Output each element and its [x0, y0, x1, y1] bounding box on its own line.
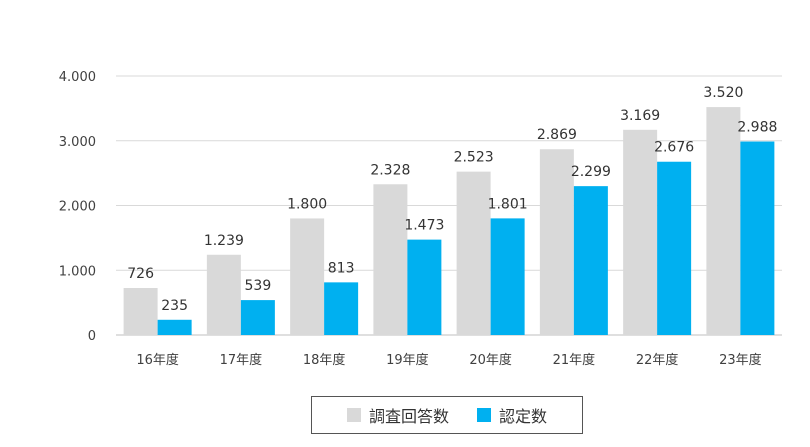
data-label: 3.520	[703, 85, 743, 101]
bar	[123, 287, 158, 335]
x-tick-label: 17年度	[220, 352, 263, 368]
bar	[706, 107, 741, 335]
y-tick-label: 0	[88, 329, 96, 344]
bar	[623, 129, 658, 335]
x-tick-label: 22年度	[636, 352, 679, 368]
y-tick-label: 2.000	[59, 200, 96, 215]
bar	[490, 218, 525, 335]
data-label: 726	[127, 266, 154, 282]
bar	[573, 186, 608, 335]
y-tick-label: 4.000	[59, 70, 96, 85]
data-label: 3.169	[620, 108, 660, 124]
bar	[240, 300, 275, 335]
data-label: 813	[328, 260, 355, 276]
legend-swatch-certified	[477, 408, 491, 422]
data-label: 2.676	[654, 140, 694, 156]
legend-item-survey: 調査回答数	[346, 403, 449, 427]
bar	[740, 141, 775, 335]
legend-label-survey: 調査回答数	[368, 407, 449, 426]
x-tick-label: 19年度	[386, 352, 429, 368]
bar	[657, 161, 692, 335]
data-label: 2.988	[737, 120, 777, 136]
bar	[407, 239, 442, 335]
data-label: 1.800	[287, 196, 327, 212]
data-label: 1.473	[404, 218, 444, 234]
data-label: 1.801	[488, 196, 528, 212]
x-tick-label: 21年度	[553, 352, 596, 368]
bar	[324, 282, 359, 335]
legend-item-certified: 認定数	[477, 403, 547, 427]
x-tick-label: 16年度	[136, 352, 179, 368]
data-label: 1.239	[204, 233, 244, 249]
x-tick-label: 23年度	[719, 352, 762, 368]
x-axis-ticks: 16年度 17年度 18年度 19年度 20年度 21年度 22年度 23年度	[136, 352, 761, 368]
bar	[157, 319, 192, 335]
legend-label-certified: 認定数	[499, 407, 548, 426]
data-label: 2.328	[370, 162, 410, 178]
x-tick-label: 20年度	[469, 352, 512, 368]
data-label: 539	[245, 278, 272, 294]
x-tick-label: 18年度	[303, 352, 346, 368]
bars: 726 235 1.239 539 1.800 813 2.328 1.473 2.523 1.8…	[123, 85, 777, 335]
y-tick-label: 3.000	[59, 135, 96, 150]
legend-swatch-survey	[346, 408, 361, 422]
legend: 調査回答数 認定数	[311, 396, 583, 434]
bar	[373, 184, 408, 335]
bar	[290, 218, 325, 335]
data-label: 2.299	[571, 164, 611, 180]
bar	[206, 254, 241, 335]
data-label: 235	[161, 298, 188, 314]
bar	[456, 171, 491, 335]
y-tick-label: 1.000	[59, 264, 96, 279]
bar	[539, 149, 574, 335]
data-label: 2.523	[454, 150, 494, 166]
data-label: 2.869	[537, 127, 577, 143]
y-axis-ticks: 0 1.000 2.000 3.000 4.000	[59, 70, 96, 344]
